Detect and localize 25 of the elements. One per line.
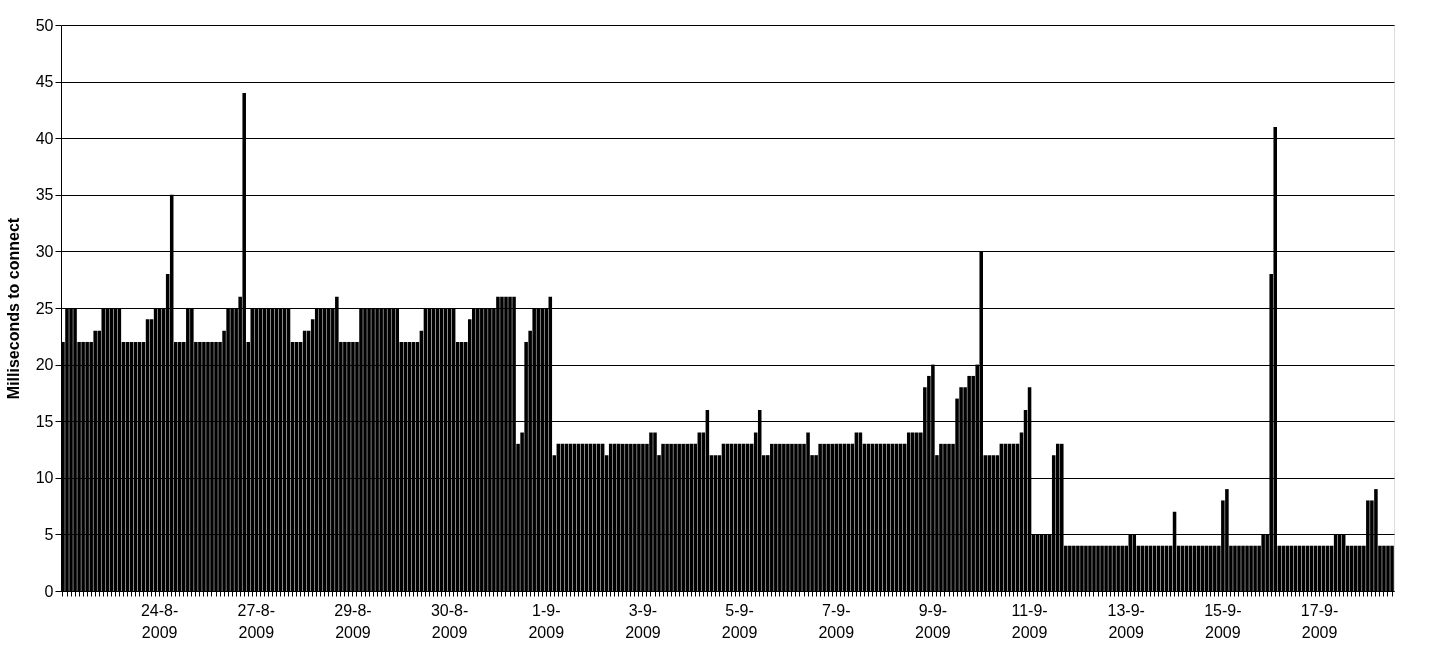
- y-axis-title: Milliseconds to connect: [4, 217, 22, 400]
- x-tick-label: 7-9-2009: [818, 601, 855, 641]
- x-tick-label: 13-9-2009: [1107, 601, 1145, 641]
- x-tick-label: 9-9-2009: [915, 601, 951, 641]
- y-tick-label: 20: [35, 356, 54, 374]
- x-tick-label: 5-9-2009: [721, 601, 758, 641]
- x-tick-label: 17-9-2009: [1300, 601, 1339, 641]
- y-tick-label: 15: [35, 412, 54, 430]
- y-tick-label: 30: [35, 242, 54, 260]
- y-tick-label: 40: [35, 129, 54, 147]
- x-tick-label: 29-8-2009: [334, 601, 372, 641]
- y-tick-label: 45: [35, 73, 54, 91]
- x-tick-label: 3-9-2009: [625, 601, 661, 641]
- x-tick-label: 27-8-2009: [237, 601, 275, 641]
- x-tick-label: 24-8-2009: [140, 601, 179, 641]
- y-tick-label: 0: [44, 582, 54, 600]
- x-tick-label: 1-9-2009: [528, 601, 565, 641]
- y-tick-label: 50: [35, 16, 54, 34]
- x-tick-label: 11-9-2009: [1011, 601, 1048, 641]
- y-tick-label: 35: [35, 186, 54, 204]
- y-tick-label: 10: [35, 469, 54, 487]
- y-tick-label: 5: [44, 525, 54, 543]
- x-tick-label: 30-8-2009: [430, 601, 469, 641]
- y-tick-label: 25: [35, 299, 54, 317]
- x-tick-label: 15-9-2009: [1204, 601, 1242, 641]
